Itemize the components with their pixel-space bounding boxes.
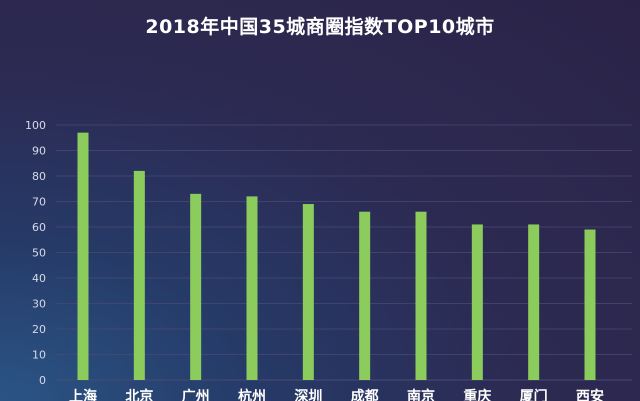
y-tick-label: 40: [32, 272, 46, 285]
x-tick-label: 广州: [182, 388, 210, 401]
y-tick-label: 60: [32, 221, 46, 234]
bar-9: [584, 229, 596, 380]
chart-title: 2018年中国35城商圈指数TOP10城市: [145, 16, 495, 38]
bar-0: [77, 132, 89, 380]
x-tick-label: 上海: [69, 388, 97, 401]
x-tick-label: 北京: [125, 388, 153, 401]
bar-7: [471, 224, 483, 380]
y-tick-label: 80: [32, 170, 46, 183]
y-axis-ticks: 0 10 20 30 40 50 60 70 80 90 100: [25, 119, 46, 387]
bar-1: [133, 170, 145, 380]
y-tick-label: 70: [32, 196, 46, 209]
bar-8: [528, 224, 540, 380]
x-tick-label: 杭州: [238, 388, 266, 401]
x-tick-label: 深圳: [294, 388, 322, 401]
y-tick-label: 0: [39, 374, 46, 387]
bar-5: [359, 211, 371, 380]
bar-3: [246, 196, 258, 380]
x-tick-label: 重庆: [463, 388, 491, 401]
x-axis-ticks: 上海 北京 广州 杭州 深圳 成都 南京 重庆 厦门 西安: [69, 388, 604, 401]
y-tick-label: 10: [32, 349, 46, 362]
x-tick-label: 南京: [407, 388, 435, 401]
y-tick-label: 100: [25, 119, 46, 132]
bars: [77, 132, 596, 380]
bar-6: [415, 211, 427, 380]
y-tick-label: 20: [32, 323, 46, 336]
bar-2: [190, 193, 202, 380]
y-tick-label: 90: [32, 145, 46, 158]
x-tick-label: 西安: [576, 388, 604, 401]
x-tick-label: 厦门: [520, 388, 548, 401]
y-tick-label: 30: [32, 298, 46, 311]
bar-4: [302, 204, 314, 380]
x-tick-label: 成都: [351, 388, 379, 401]
y-tick-label: 50: [32, 247, 46, 260]
